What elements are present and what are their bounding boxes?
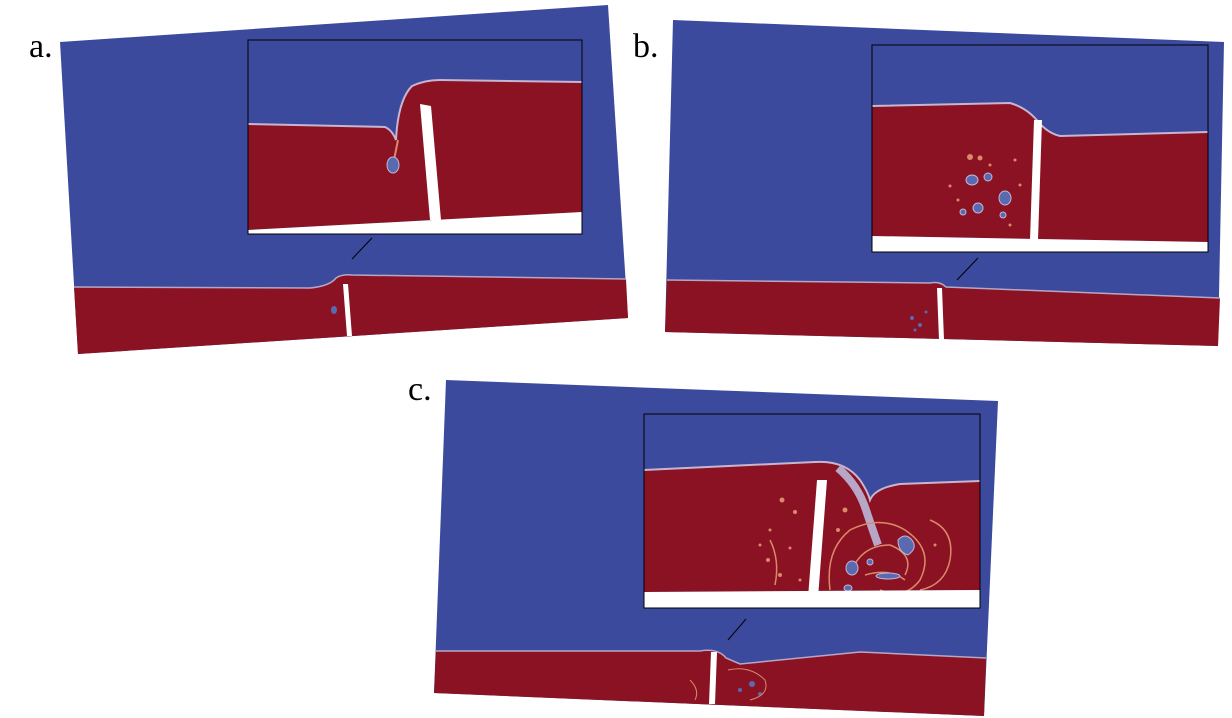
panel-a-inset-gate <box>420 104 441 220</box>
panel-b <box>665 20 1224 346</box>
panel-a-inset-water <box>248 80 582 230</box>
panel-a-water <box>74 274 628 354</box>
panel-c-inset <box>643 413 981 609</box>
panel-a-inset-bubble <box>386 156 400 174</box>
panel-c-interface <box>436 649 987 665</box>
panel-b-inset-bubbles <box>959 172 1012 219</box>
panel-c-inset-bubbles <box>843 535 915 592</box>
panel-c-inset-gate <box>808 480 827 598</box>
panel-a-leader-line <box>351 237 373 260</box>
panel-c-label: c. <box>408 371 432 408</box>
panel-c-inset-jet <box>835 464 882 547</box>
panel-b-inset-frame <box>871 44 1209 253</box>
panel-b-inset-droplets <box>948 154 1022 227</box>
panel-b-interface <box>666 279 1221 299</box>
panel-a-inset-frame <box>247 39 583 235</box>
panel-a <box>60 5 628 354</box>
panel-c-mixing <box>689 668 767 701</box>
panel-a-bubble <box>331 306 337 314</box>
panel-c-inset-droplets <box>758 497 937 582</box>
panel-c-inset-frame <box>643 413 981 609</box>
panel-a-label: a. <box>29 28 53 65</box>
panel-b-bubbles <box>910 310 928 332</box>
panel-c-inset-interface <box>643 460 981 504</box>
panel-c-gate <box>709 652 717 704</box>
panel-c-inset-water <box>644 461 980 592</box>
panel-c-bubbles <box>738 681 762 696</box>
panel-b-gate <box>937 288 944 340</box>
panel-a-interface <box>73 274 627 289</box>
panel-a-inset-interface <box>247 78 583 141</box>
panel-c-inset-floor <box>644 590 980 608</box>
panel-a-inset-floor <box>248 212 582 234</box>
panel-b-inset-gate <box>1030 120 1042 240</box>
panel-b-leader-line <box>956 257 979 281</box>
panel-b-label: b. <box>633 28 659 65</box>
panel-b-inset <box>871 44 1209 253</box>
panel-b-inset-floor <box>872 236 1208 252</box>
panel-c <box>434 380 998 716</box>
panel-a-inset <box>247 39 583 235</box>
panel-c-leader-line <box>727 618 747 641</box>
panel-a-gate <box>343 284 352 336</box>
